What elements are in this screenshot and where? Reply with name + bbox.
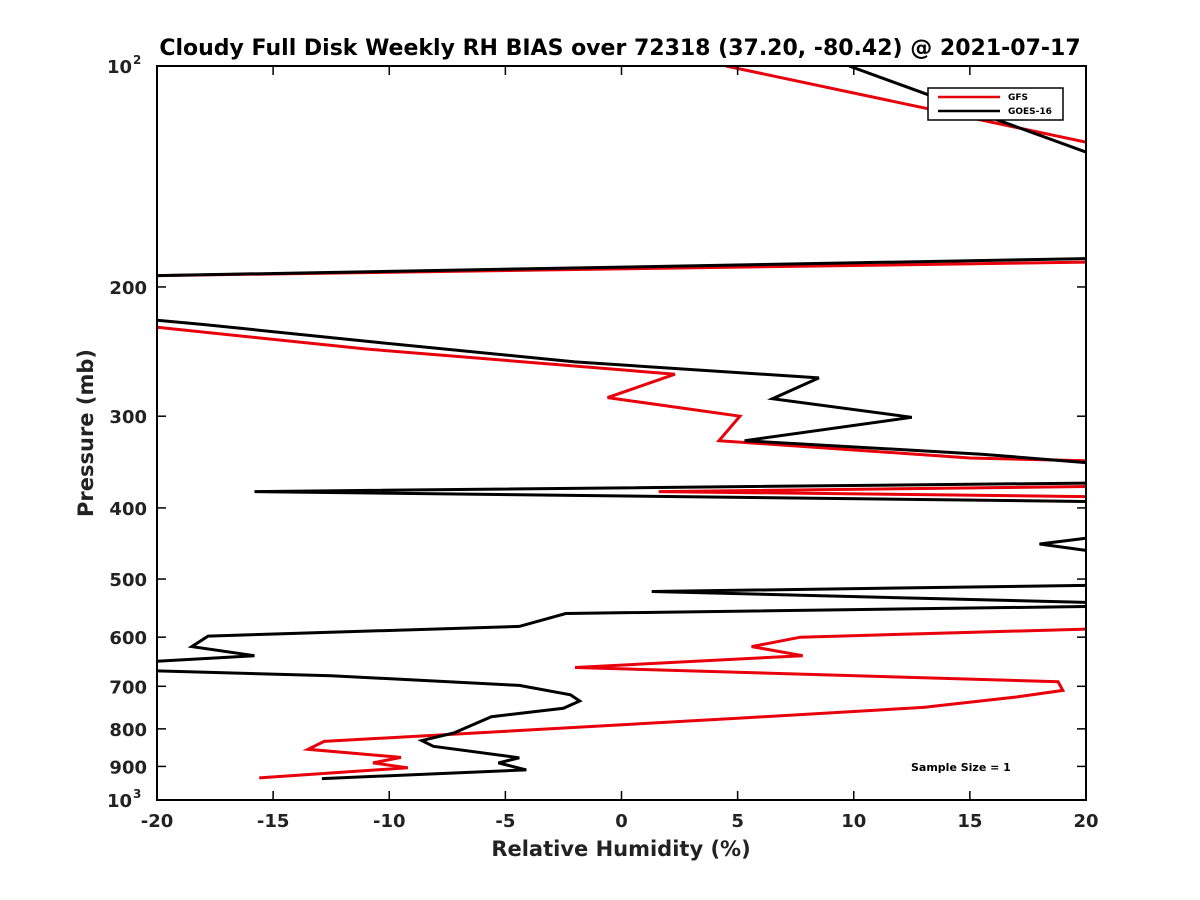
- series-line-goes16-1: [157, 257, 1086, 278]
- x-tick-label: -5: [495, 811, 515, 832]
- x-tick-label: 5: [731, 811, 744, 832]
- x-tick-label: -15: [257, 811, 290, 832]
- x-tick-label: -10: [373, 811, 406, 832]
- y-tick-label: 600: [109, 628, 147, 649]
- x-tick-label: 20: [1073, 811, 1098, 832]
- y-tick-label: 700: [109, 677, 147, 698]
- y-tick-label-bottom-exponent: 3: [133, 787, 141, 801]
- y-tick-label-bottom: 10: [107, 791, 132, 812]
- series-line-gfs-4: [259, 627, 1086, 780]
- x-axis-label: Relative Humidity (%): [491, 837, 750, 861]
- legend: GFS GOES-16: [927, 87, 1064, 121]
- series-line-goes16-4: [1039, 536, 1086, 552]
- series-goes16: [157, 66, 1086, 781]
- series-line-gfs-2: [157, 325, 1086, 463]
- legend-label-goes16: GOES-16: [1008, 107, 1052, 117]
- x-tick-label: -20: [141, 811, 174, 832]
- y-tick-label: 500: [109, 570, 147, 591]
- x-tick-label: 10: [841, 811, 866, 832]
- sample-size-annotation: Sample Size = 1: [911, 761, 1011, 774]
- x-tick-label: 15: [957, 811, 982, 832]
- y-tick-label: 200: [109, 278, 147, 299]
- plot-frame: [156, 65, 1087, 801]
- series-line-gfs-3: [658, 485, 1086, 499]
- y-tick-label: 900: [109, 757, 147, 778]
- series-gfs: [157, 66, 1086, 780]
- series-line-goes16-7: [157, 669, 583, 781]
- y-tick-label: 400: [109, 499, 147, 520]
- x-tick-label: 0: [615, 811, 628, 832]
- series-line-goes16-6: [157, 605, 1086, 663]
- y-tick-label-top: 10: [107, 57, 132, 78]
- series-line-goes16-2: [157, 318, 1086, 465]
- legend-box: [927, 87, 1064, 121]
- series-layer: [157, 66, 1086, 781]
- y-tick-label: 300: [109, 407, 147, 428]
- y-tick-label: 800: [109, 720, 147, 741]
- legend-label-gfs: GFS: [1008, 93, 1028, 103]
- y-axis-label: Pressure (mb): [74, 349, 98, 517]
- series-line-goes16-3: [254, 481, 1086, 503]
- series-line-goes16-5: [651, 583, 1086, 604]
- plot-area: -20 -15 -10 -5 0 5 10 15 20 200 300 400 500 600 700 80…: [107, 53, 1099, 832]
- chart-title: Cloudy Full Disk Weekly RH BIAS over 723…: [159, 36, 1080, 61]
- x-axis-ticks: -20 -15 -10 -5 0 5 10 15 20: [141, 66, 1099, 832]
- y-tick-label-top-exponent: 2: [133, 53, 141, 67]
